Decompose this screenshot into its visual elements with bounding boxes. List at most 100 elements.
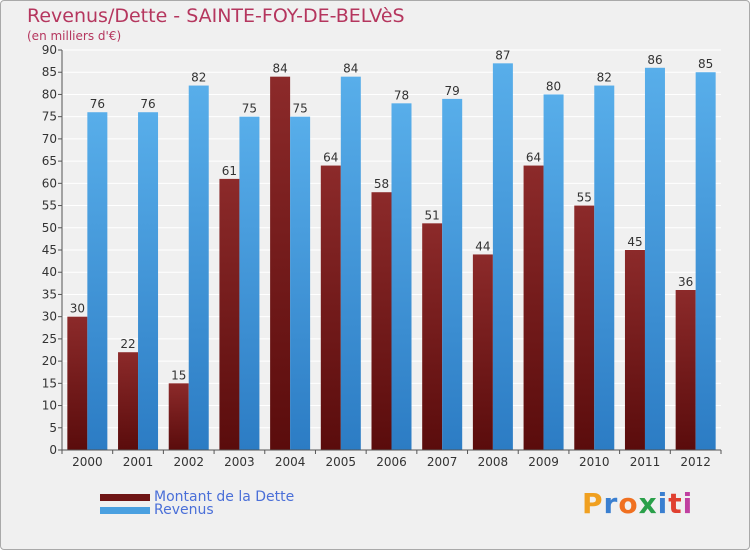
bar-debt [422,223,443,450]
data-label-revenue: 82 [597,71,612,85]
bar-revenue [340,76,361,451]
y-tick-label: 90 [42,43,57,57]
data-label-revenue: 85 [698,57,713,71]
y-tick-label: 75 [42,110,57,124]
x-tick-label: 2004 [275,455,306,469]
data-label-revenue: 82 [191,71,206,85]
logo-letter: t [668,487,683,520]
data-label-revenue: 80 [546,79,561,93]
data-label-debt: 64 [323,151,338,165]
bar-debt [219,178,240,450]
y-tick-label: 80 [42,87,57,101]
y-tick-label: 50 [42,221,57,235]
data-label-revenue: 86 [647,53,662,67]
data-label-debt: 84 [272,62,287,76]
bar-revenue [391,103,412,450]
data-label-revenue: 84 [343,62,358,76]
logo-letter: o [618,487,639,520]
y-tick-label: 20 [42,354,57,368]
bar-debt [168,383,189,450]
y-tick-label: 25 [42,332,57,346]
y-tick-label: 45 [42,243,57,257]
y-tick-label: 40 [42,265,57,279]
logo-letter: r [603,487,619,520]
logo-letter: P [582,487,604,520]
bar-revenue [695,72,716,450]
data-label-revenue: 76 [140,97,155,111]
data-label-revenue: 75 [292,102,307,116]
bar-debt [675,290,696,450]
data-label-revenue: 76 [90,97,105,111]
data-label-debt: 51 [425,208,440,222]
legend-item-revenue: Revenus [100,502,214,518]
data-label-debt: 64 [526,151,541,165]
bar-revenue [543,94,564,450]
bar-debt [118,352,139,450]
x-axis: 2000 2001 2002 2003 2004 2005 2006 2007 2008 2009… [61,449,722,469]
x-tick-label: 2007 [427,455,458,469]
data-label-revenue: 87 [495,48,510,62]
y-tick-label: 30 [42,310,57,324]
data-label-debt: 61 [222,164,237,178]
legend-label-revenue: Revenus [154,502,214,518]
bar-revenue [492,63,513,450]
y-tick-label: 35 [42,287,57,301]
y-tick-label: 60 [42,176,57,190]
y-tick-label: 15 [42,376,57,390]
y-tick-label: 5 [49,421,57,435]
legend-label-debt: Montant de la Dette [154,489,295,505]
bar-revenue [290,116,311,451]
bar-revenue [87,112,108,450]
legend-swatch-revenue [100,506,150,514]
data-label-debt: 30 [70,302,85,316]
x-tick-label: 2000 [72,455,103,469]
x-tick-label: 2002 [173,455,204,469]
chart-subtitle: (en milliers d'€) [27,29,122,43]
bar-debt [624,250,645,450]
x-tick-label: 2003 [224,455,255,469]
data-label-revenue: 78 [394,88,409,102]
legend-item-debt: Montant de la Dette [100,489,294,505]
data-label-debt: 45 [627,235,642,249]
y-tick-label: 85 [42,65,57,79]
proxiti-logo: Proxiti [582,487,693,520]
x-tick-label: 2001 [123,455,154,469]
y-tick-label: 70 [42,132,57,146]
data-label-debt: 15 [171,368,186,382]
y-axis: 0 5 10 15 20 25 30 35 40 45 50 55 60 65 70 75 80 85 90 [42,43,63,457]
logo-letter: i [682,487,694,520]
bar-revenue [239,116,260,451]
data-label-debt: 58 [374,177,389,191]
bar-revenue [442,98,463,450]
x-tick-label: 2005 [326,455,357,469]
x-tick-label: 2006 [376,455,407,469]
bar-debt [270,76,291,451]
y-tick-label: 10 [42,399,57,413]
bar-debt [472,254,493,450]
bar-revenue [188,85,209,451]
bar-debt [574,205,595,450]
bar-revenue [594,85,615,451]
data-label-debt: 22 [120,337,135,351]
chart-title: Revenus/Dette - SAINTE-FOY-DE-BELVèS [27,5,405,27]
y-tick-label: 65 [42,154,57,168]
data-label-revenue: 75 [242,102,257,116]
x-tick-label: 2008 [478,455,509,469]
bar-debt [523,165,544,451]
legend-swatch-debt [100,493,150,501]
data-label-debt: 55 [577,191,592,205]
logo-letter: i [657,487,669,520]
bar-revenue [644,67,665,451]
x-tick-label: 2011 [630,455,661,469]
data-label-debt: 36 [678,275,693,289]
data-label-debt: 44 [475,239,490,253]
data-label-revenue: 79 [445,84,460,98]
bar-debt [320,165,341,451]
y-tick-label: 55 [42,199,57,213]
y-tick-label: 0 [49,443,57,457]
bar-debt [371,192,392,450]
logo-letter: x [638,487,658,520]
x-tick-label: 2010 [579,455,610,469]
bars: 30 76 22 76 15 82 61 75 84 75 64 84 58 78 51 79 44 87 64 80… [67,48,716,451]
